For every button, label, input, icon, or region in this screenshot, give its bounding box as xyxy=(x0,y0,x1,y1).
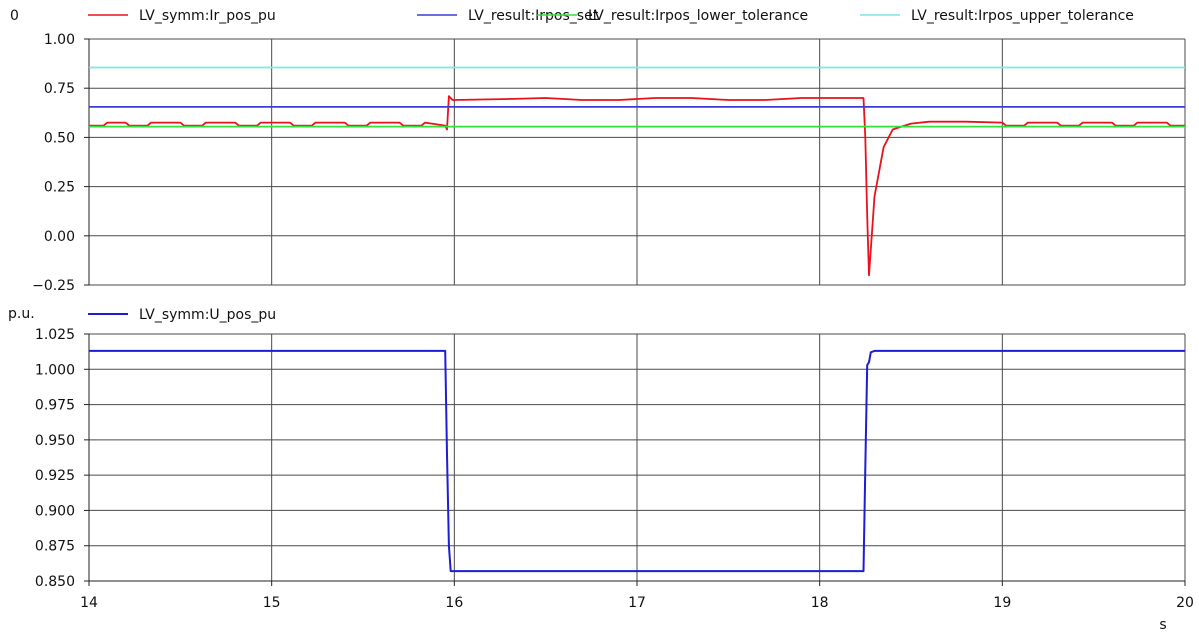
y-tick-label: 0.950 xyxy=(35,433,75,449)
legend-label: LV_result:Irpos_upper_tolerance xyxy=(911,8,1134,24)
y-tick-label: 1.000 xyxy=(35,362,75,378)
y-tick-label: 1.025 xyxy=(35,327,75,343)
y-tick-label: 0.00 xyxy=(44,229,75,245)
y-tick-label: 0.900 xyxy=(35,503,75,519)
y-tick-label: 0.875 xyxy=(35,539,75,555)
y-tick-label: −0.25 xyxy=(32,278,75,294)
x-tick-label: 19 xyxy=(993,595,1011,611)
y-tick-label: 0.50 xyxy=(44,130,75,146)
legend-label: LV_result:Irpos_lower_tolerance xyxy=(588,8,808,24)
y-tick-label: 0.75 xyxy=(44,81,75,97)
y-tick-label: 0.975 xyxy=(35,398,75,414)
x-tick-label: 20 xyxy=(1176,595,1194,611)
panel-1: 1.00 0.75 0.50 0.25 0.00 −0.25 0 LV_symm:Ir_pos… xyxy=(10,8,1186,294)
series-line xyxy=(89,95,1185,277)
legend-label: LV_symm:U_pos_pu xyxy=(139,307,276,323)
legend-label: LV_result:Irpos_set xyxy=(468,8,599,24)
x-tick-label: 17 xyxy=(628,595,646,611)
y-tick-label: 0.25 xyxy=(44,180,75,196)
x-axis-label: s xyxy=(1159,617,1166,633)
series-line xyxy=(89,349,1185,573)
y-tick-label: 1.00 xyxy=(44,32,75,48)
x-tick-label: 18 xyxy=(811,595,829,611)
x-tick-label: 14 xyxy=(80,595,98,611)
x-tick-label: 15 xyxy=(263,595,281,611)
unit-label: 0 xyxy=(10,8,19,24)
y-tick-label: 0.850 xyxy=(35,574,75,590)
legend-label: LV_symm:Ir_pos_pu xyxy=(139,8,276,24)
y-tick-label: 0.925 xyxy=(35,468,75,484)
x-tick-label: 16 xyxy=(445,595,463,611)
unit-label: p.u. xyxy=(8,306,35,322)
panel-2: 1.025 1.000 0.975 0.950 0.925 0.900 0.875 0.850… xyxy=(8,306,1194,633)
